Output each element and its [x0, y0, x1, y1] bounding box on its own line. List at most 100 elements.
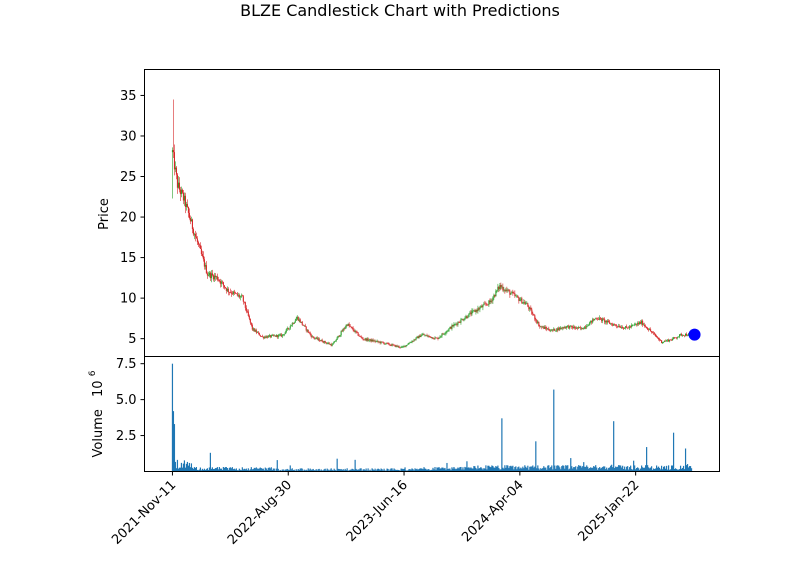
volume-bar — [239, 469, 241, 472]
volume-bar — [610, 465, 612, 472]
volume-bar — [609, 467, 611, 472]
volume-bar — [413, 470, 415, 472]
candle-body — [308, 332, 310, 334]
prediction-point — [688, 328, 701, 341]
volume-bar — [364, 470, 366, 472]
volume-bar — [276, 460, 278, 472]
volume-bar — [427, 469, 429, 472]
volume-bar — [689, 466, 692, 472]
volume-bar — [531, 466, 533, 472]
candle-body — [649, 329, 651, 330]
volume-bar — [282, 469, 284, 472]
candle-body — [429, 336, 431, 337]
volume-bar — [348, 470, 350, 472]
volume-bar — [572, 468, 574, 472]
candle-body — [577, 327, 579, 329]
volume-bar — [433, 469, 435, 472]
candle-body — [656, 335, 658, 338]
candle-body — [287, 328, 289, 329]
candle-body — [309, 332, 311, 335]
candle-body — [606, 320, 608, 323]
volume-bar — [644, 467, 646, 472]
candle-body — [629, 326, 631, 329]
candle-body — [414, 339, 416, 341]
volume-bar — [269, 468, 271, 472]
volume-bar — [311, 469, 313, 472]
volume-bar — [458, 468, 460, 472]
volume-bar — [600, 468, 602, 472]
volume-bar — [499, 469, 501, 472]
volume-bar — [643, 467, 645, 472]
volume-bar — [573, 467, 575, 472]
candle-body — [591, 320, 593, 323]
candle-body — [298, 319, 300, 321]
candle-body — [509, 290, 511, 295]
volume-bar — [322, 470, 324, 472]
candle-body — [683, 334, 685, 336]
candle-body — [544, 327, 546, 329]
volume-bar — [410, 469, 412, 472]
volume-bar — [508, 468, 510, 472]
candle-body — [602, 318, 604, 322]
candle-body — [191, 219, 193, 230]
volume-bar — [253, 467, 255, 472]
candle-body — [670, 339, 672, 341]
candle-body — [365, 338, 367, 341]
volume-bar — [319, 470, 321, 472]
candle-body — [607, 320, 609, 323]
candle-body — [572, 326, 574, 329]
candle-body — [615, 324, 617, 326]
volume-bar — [591, 467, 593, 472]
candle-body — [367, 338, 369, 341]
volume-bar — [334, 469, 336, 472]
volume-bar — [634, 465, 636, 472]
volume-bar — [475, 468, 477, 472]
volume-bar — [260, 468, 262, 472]
volume-bar — [297, 469, 299, 472]
volume-bar — [510, 465, 512, 472]
volume-bar — [571, 466, 573, 472]
candle-body — [560, 327, 562, 330]
volume-bar — [496, 466, 498, 472]
volume-bar — [647, 465, 649, 472]
volume-bar — [398, 470, 400, 472]
candle-body — [211, 273, 213, 276]
candle-body — [444, 333, 446, 335]
volume-bar — [379, 470, 381, 472]
candle-body — [488, 300, 490, 306]
candle-body — [394, 344, 396, 347]
candle-body — [248, 315, 250, 319]
volume-bar — [411, 468, 413, 472]
volume-bar — [237, 470, 239, 472]
candle-body — [578, 327, 580, 329]
candle-body — [247, 311, 249, 316]
volume-bar — [212, 468, 214, 472]
volume-bar — [232, 469, 234, 472]
volume-bar — [330, 468, 332, 472]
volume-bar — [284, 469, 286, 472]
volume-bar — [387, 468, 389, 472]
volume-bar — [557, 465, 559, 472]
volume-bar — [365, 468, 367, 472]
candle-body — [521, 298, 523, 304]
candle-body — [242, 296, 244, 302]
volume-bar — [414, 468, 416, 472]
candle-body — [482, 305, 484, 308]
candle-body — [529, 307, 531, 310]
volume-bar — [328, 470, 330, 472]
volume-bar — [672, 432, 675, 472]
candle-body — [476, 310, 478, 312]
price-y-tick-label: 20 — [120, 211, 137, 226]
candle-body — [614, 324, 616, 325]
candle-body — [293, 322, 295, 324]
candle-body — [534, 315, 536, 320]
volume-bar — [362, 469, 364, 472]
candle-body — [520, 298, 522, 301]
volume-bar — [403, 468, 405, 472]
candle-body — [296, 316, 298, 319]
candle-body — [541, 326, 543, 328]
volume-bar — [372, 469, 374, 472]
candle-body — [610, 323, 612, 325]
volume-bar — [460, 466, 462, 472]
candle-body — [659, 339, 661, 341]
